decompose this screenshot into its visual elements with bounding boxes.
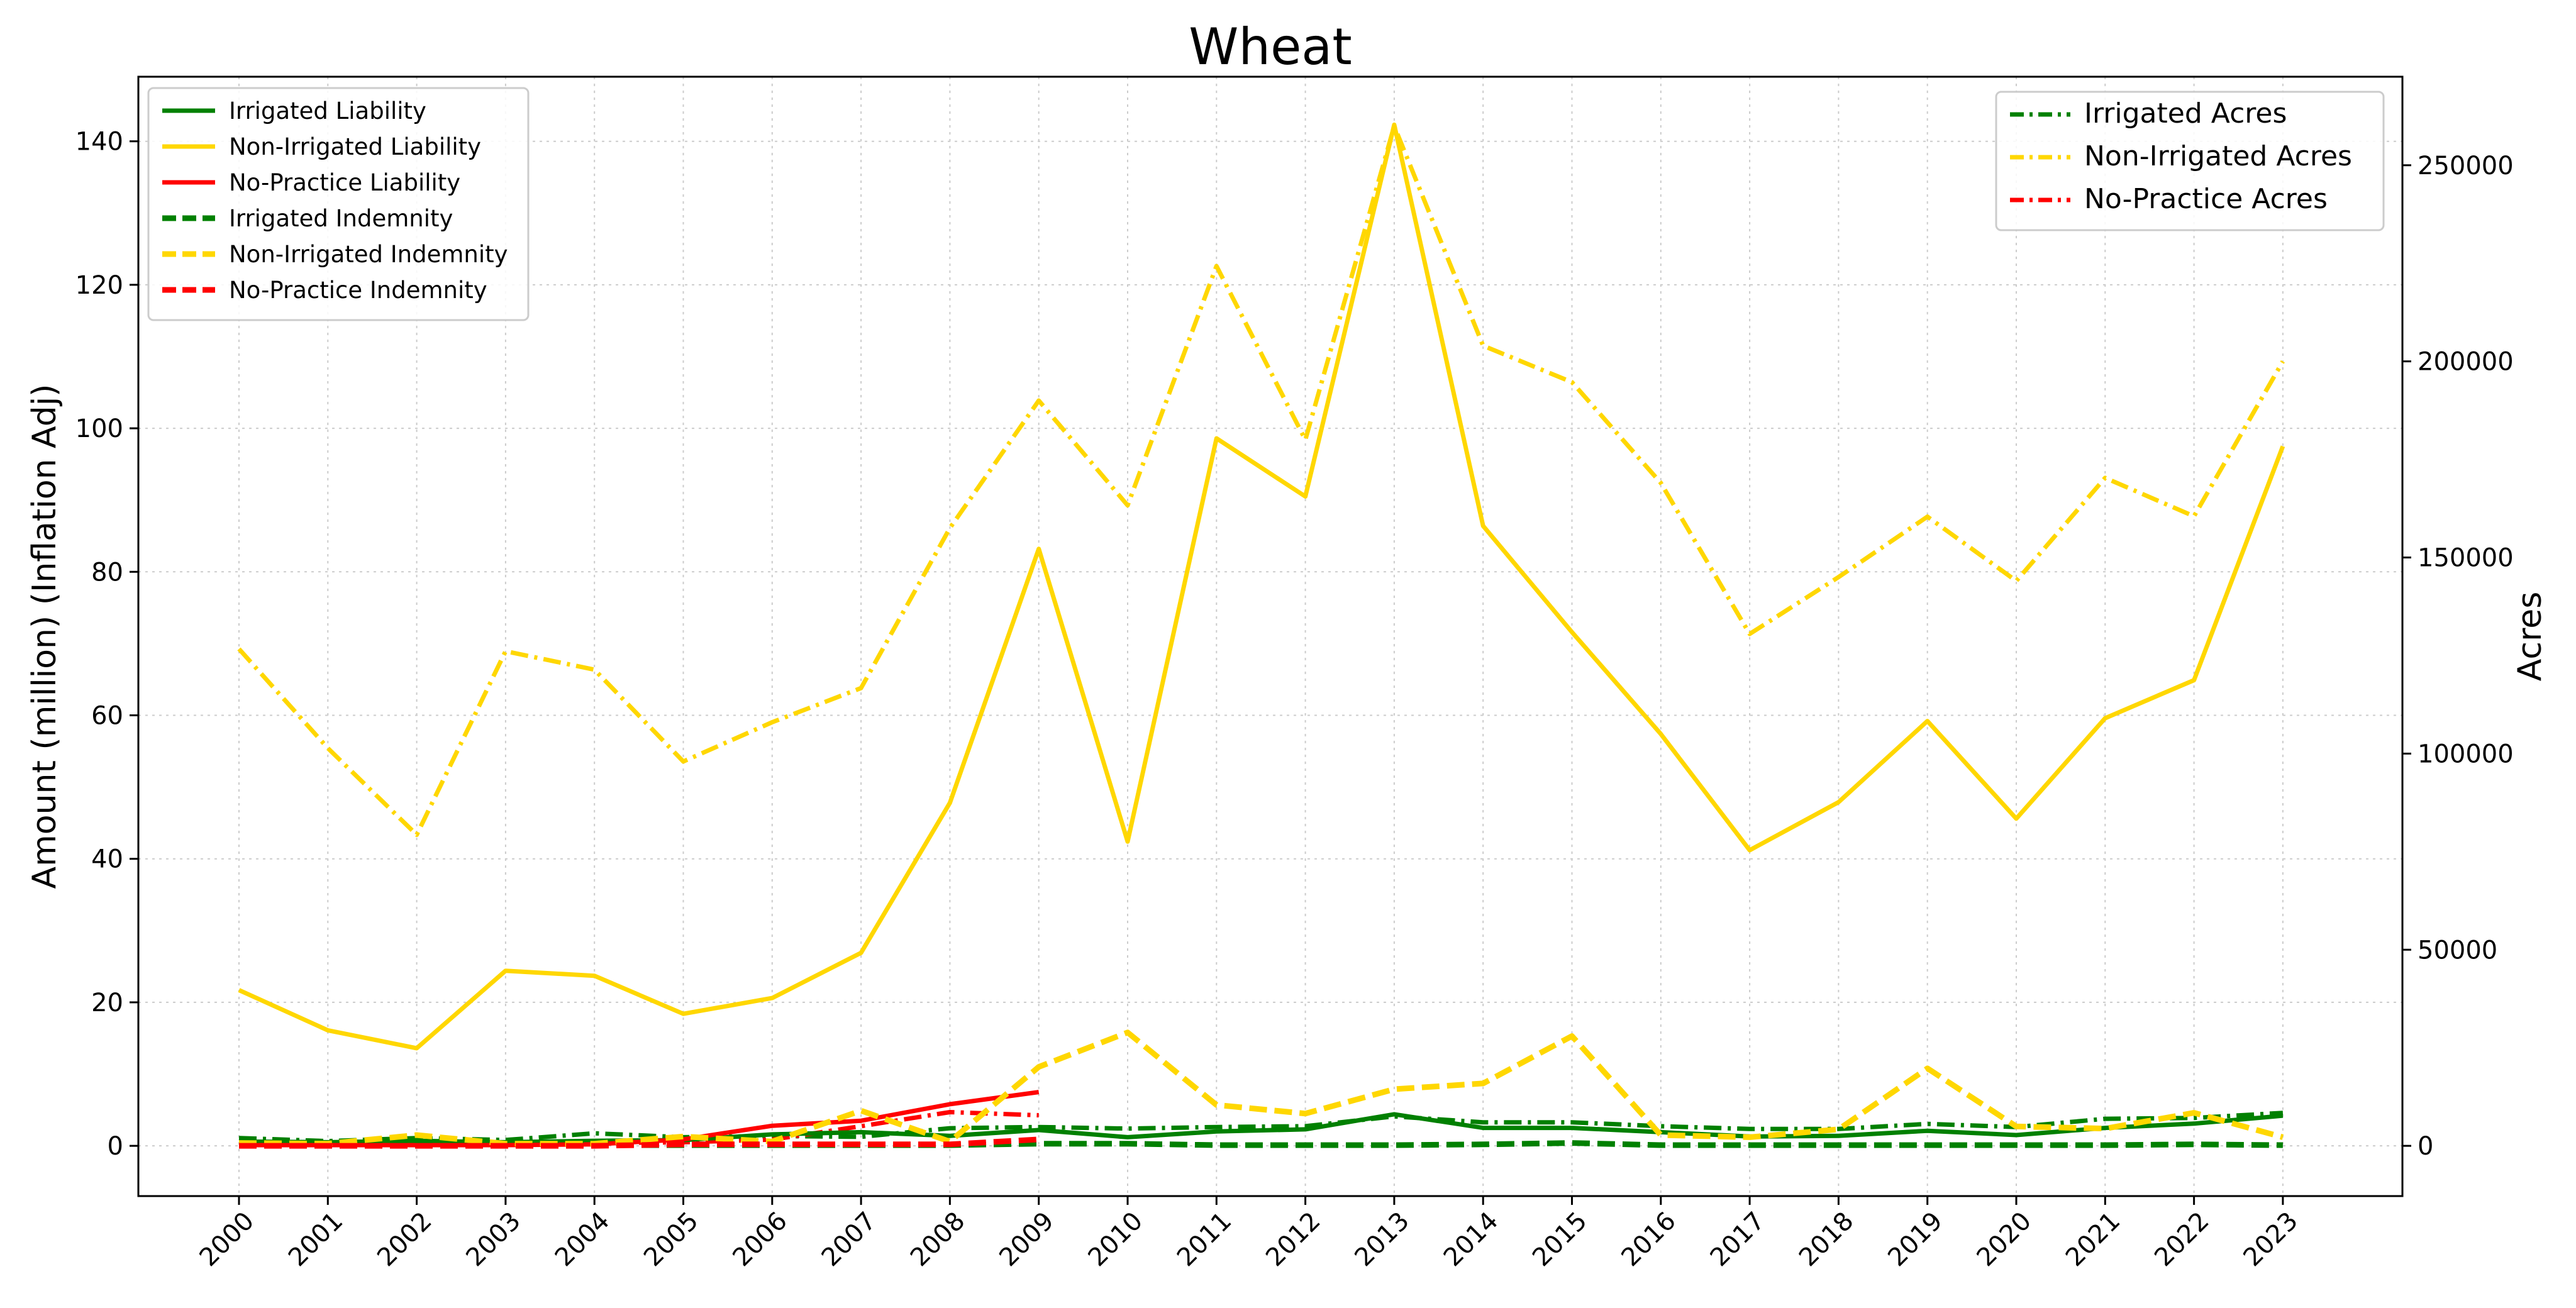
y2-tick-label: 0 (2418, 1132, 2433, 1161)
y-axis-title: Amount (million) (Inflation Adj) (26, 384, 64, 889)
legend-left: Irrigated Liability Non-Irrigated Liabili… (147, 87, 530, 321)
legend-label-no-practice-indemnity: No-Practice Indemnity (229, 277, 487, 304)
legend-box (1995, 91, 2385, 231)
y2-axis-title: Acres (2511, 592, 2549, 682)
legend-label-irrigated-liability: Irrigated Liability (229, 97, 426, 125)
y2-tick-label: 200000 (2418, 348, 2514, 377)
series-line-non-irrigated-acres (237, 123, 2285, 837)
legend-box (147, 87, 530, 321)
legend-label-non-irrigated-indemnity: Non-Irrigated Indemnity (229, 241, 508, 268)
y-tick-label: 140 (75, 128, 123, 157)
y-tick-label: 60 (91, 702, 123, 731)
y-tick-label: 80 (91, 558, 123, 587)
y-tick-label: 40 (91, 845, 123, 874)
legend-label-non-irrigated-liability: Non-Irrigated Liability (229, 133, 481, 160)
y-tick-label: 0 (108, 1132, 123, 1161)
legend-label-irrigated-acres: Irrigated Acres (2084, 97, 2287, 130)
legend-right: Irrigated Acres Non-Irrigated Acres No-Pra… (1995, 91, 2385, 231)
legend-label-no-practice-liability: No-Practice Liability (229, 169, 460, 196)
chart-title: Wheat (1189, 18, 1352, 76)
legend-label-no-practice-acres: No-Practice Acres (2084, 183, 2328, 215)
y2-tick-label: 250000 (2418, 152, 2514, 180)
legend-label-non-irrigated-acres: Non-Irrigated Acres (2084, 140, 2352, 172)
series-line-irrigated-acres (238, 1111, 2284, 1144)
y2-tick-label: 150000 (2418, 544, 2514, 573)
series-line-no-practice-acres (239, 1110, 1039, 1146)
y-tick-label: 20 (91, 989, 123, 1017)
y-axis-left: 0 20 40 60 80 100 120 140 (75, 128, 138, 1161)
y2-tick-label: 50000 (2418, 936, 2497, 965)
series-line-non-irrigated-liability (238, 122, 2285, 1051)
legend-label-irrigated-indemnity: Irrigated Indemnity (229, 205, 453, 232)
series-layer (237, 122, 2285, 1149)
y2-tick-label: 100000 (2418, 740, 2514, 768)
y-axis-right: 0 50000 100000 150000 200000 250000 (2402, 152, 2514, 1161)
series-line-no-practice-indemnity (239, 1136, 1039, 1149)
plot-frame (137, 75, 2404, 1197)
y-tick-label: 100 (75, 414, 123, 443)
y-tick-label: 120 (75, 271, 123, 300)
